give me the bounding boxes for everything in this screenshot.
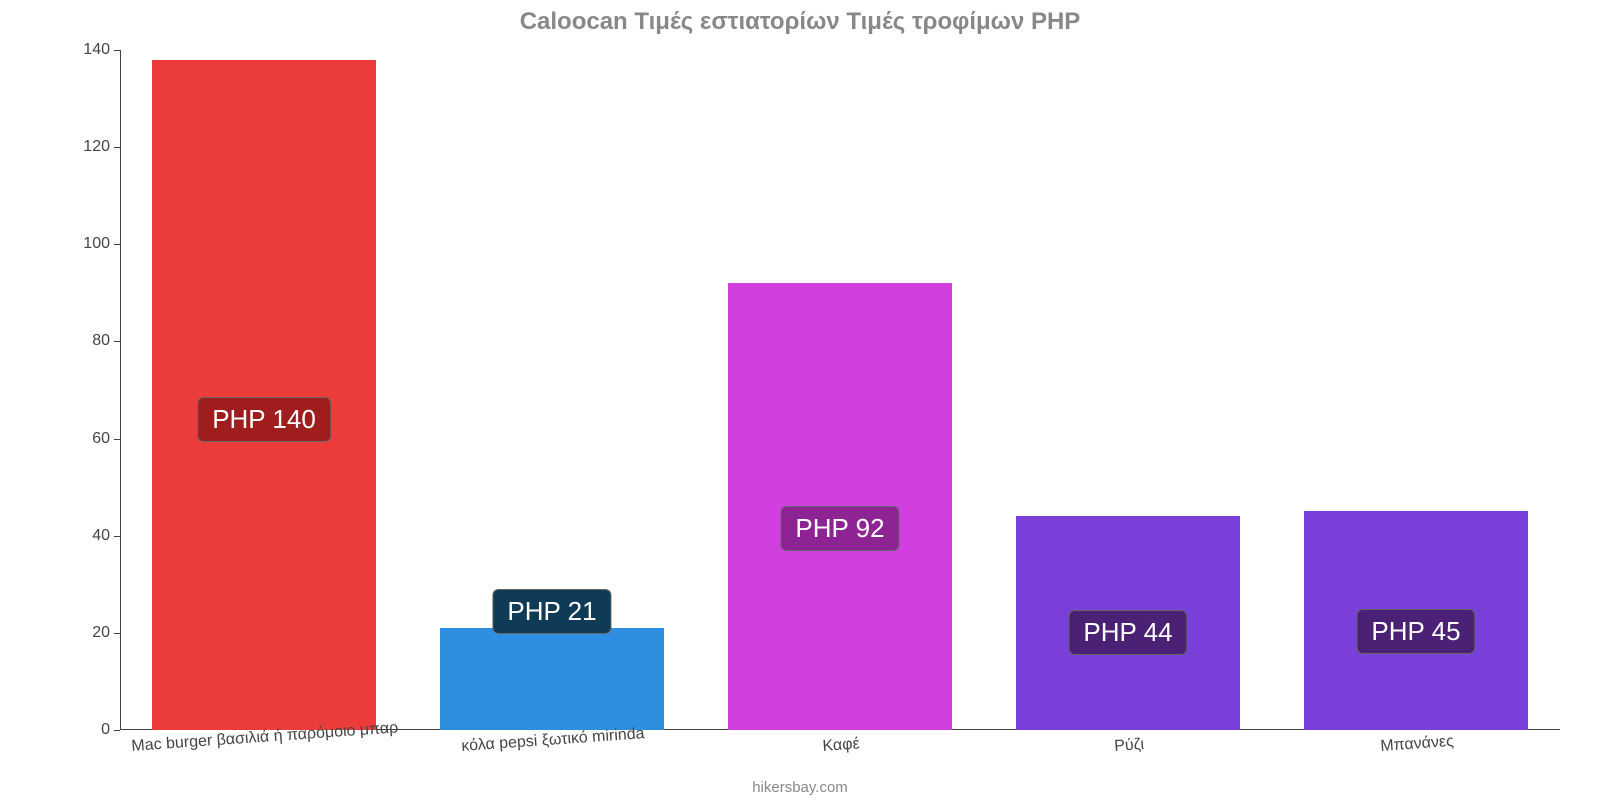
- ytick-mark: [114, 730, 120, 731]
- ytick-mark: [114, 341, 120, 342]
- price-bar-chart: Caloocan Τιμές εστιατορίων Τιμές τροφίμω…: [0, 0, 1600, 800]
- value-badge: PHP 45: [1356, 609, 1475, 654]
- chart-title: Caloocan Τιμές εστιατορίων Τιμές τροφίμω…: [0, 8, 1600, 36]
- attribution-text: hikersbay.com: [0, 779, 1600, 796]
- ytick-mark: [114, 633, 120, 634]
- bar: PHP 140: [152, 60, 377, 730]
- plot-area: PHP 140PHP 21PHP 92PHP 44PHP 45 02040608…: [120, 50, 1560, 730]
- xtick-label: Μπανάνες: [1379, 725, 1454, 756]
- bar: PHP 21: [440, 628, 665, 730]
- value-badge: PHP 44: [1068, 610, 1187, 655]
- value-badge: PHP 140: [197, 397, 331, 442]
- xtick-label: Ρύζι: [1113, 728, 1144, 756]
- value-badge: PHP 21: [492, 589, 611, 634]
- bar: PHP 45: [1304, 511, 1529, 730]
- ytick-mark: [114, 439, 120, 440]
- bars-container: PHP 140 PHP 21 PHP 92 PHP 44 PHP 45: [120, 50, 1560, 730]
- bar: PHP 92: [728, 283, 953, 730]
- ytick-mark: [114, 244, 120, 245]
- ytick-mark: [114, 147, 120, 148]
- bar: PHP 44: [1016, 516, 1241, 730]
- value-badge: PHP 92: [780, 506, 899, 551]
- ytick-mark: [114, 50, 120, 51]
- xtick-label: Καφέ: [821, 727, 860, 756]
- ytick-mark: [114, 536, 120, 537]
